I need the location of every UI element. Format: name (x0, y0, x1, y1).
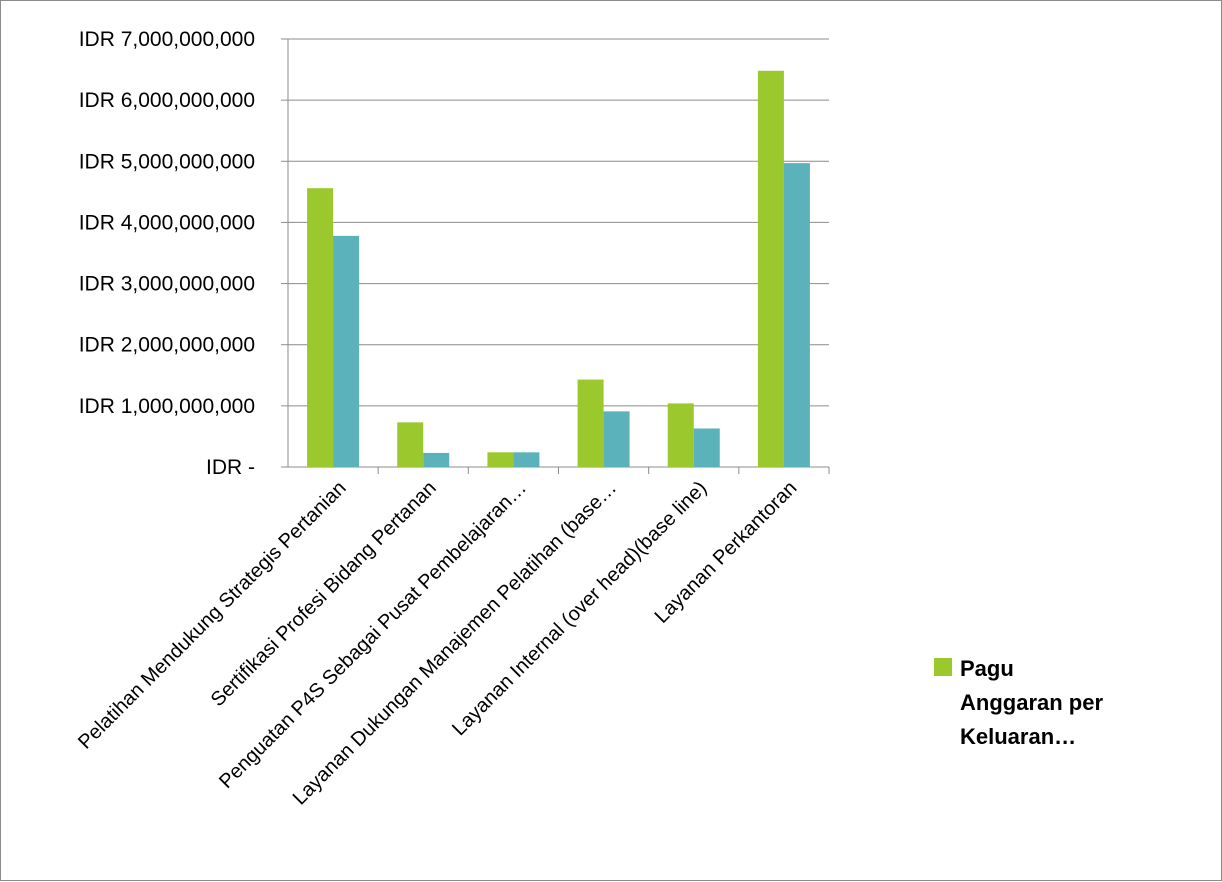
bar-series-2 (783, 163, 810, 467)
y-tick-label: IDR 6,000,000,000 (79, 89, 255, 112)
bar-series-2 (693, 428, 720, 467)
y-tick-label: IDR 1,000,000,000 (79, 395, 255, 418)
y-tick-label: IDR - (206, 456, 255, 479)
y-tick-label: IDR 4,000,000,000 (79, 211, 255, 234)
legend-label: Pagu (960, 656, 1014, 681)
bar-series-2 (603, 411, 630, 467)
bar-series-2 (333, 235, 360, 467)
bar-series-1 (307, 188, 334, 467)
y-tick-label: IDR 2,000,000,000 (79, 334, 255, 357)
bar-series-1 (757, 70, 784, 468)
bar-series-1 (487, 452, 514, 467)
y-tick-label: IDR 7,000,000,000 (79, 28, 255, 51)
bar-series-1 (667, 403, 694, 467)
legend-swatch (934, 658, 952, 676)
legend-label: Keluaran… (960, 724, 1076, 749)
bar-series-1 (577, 379, 604, 467)
y-tick-label: IDR 5,000,000,000 (79, 150, 255, 173)
bar-series-2 (423, 452, 450, 467)
x-tick-label: Penguatan P4S Sebagai Pusat Pembelajaran… (215, 477, 531, 793)
y-tick-label: IDR 3,000,000,000 (79, 273, 255, 296)
bar-series-1 (397, 422, 424, 467)
x-tick-label: Layanan Dukungan Manajemen Pelatihan (ba… (289, 477, 621, 809)
legend-label: Anggaran per (960, 690, 1103, 715)
bar-series-2 (513, 452, 540, 467)
